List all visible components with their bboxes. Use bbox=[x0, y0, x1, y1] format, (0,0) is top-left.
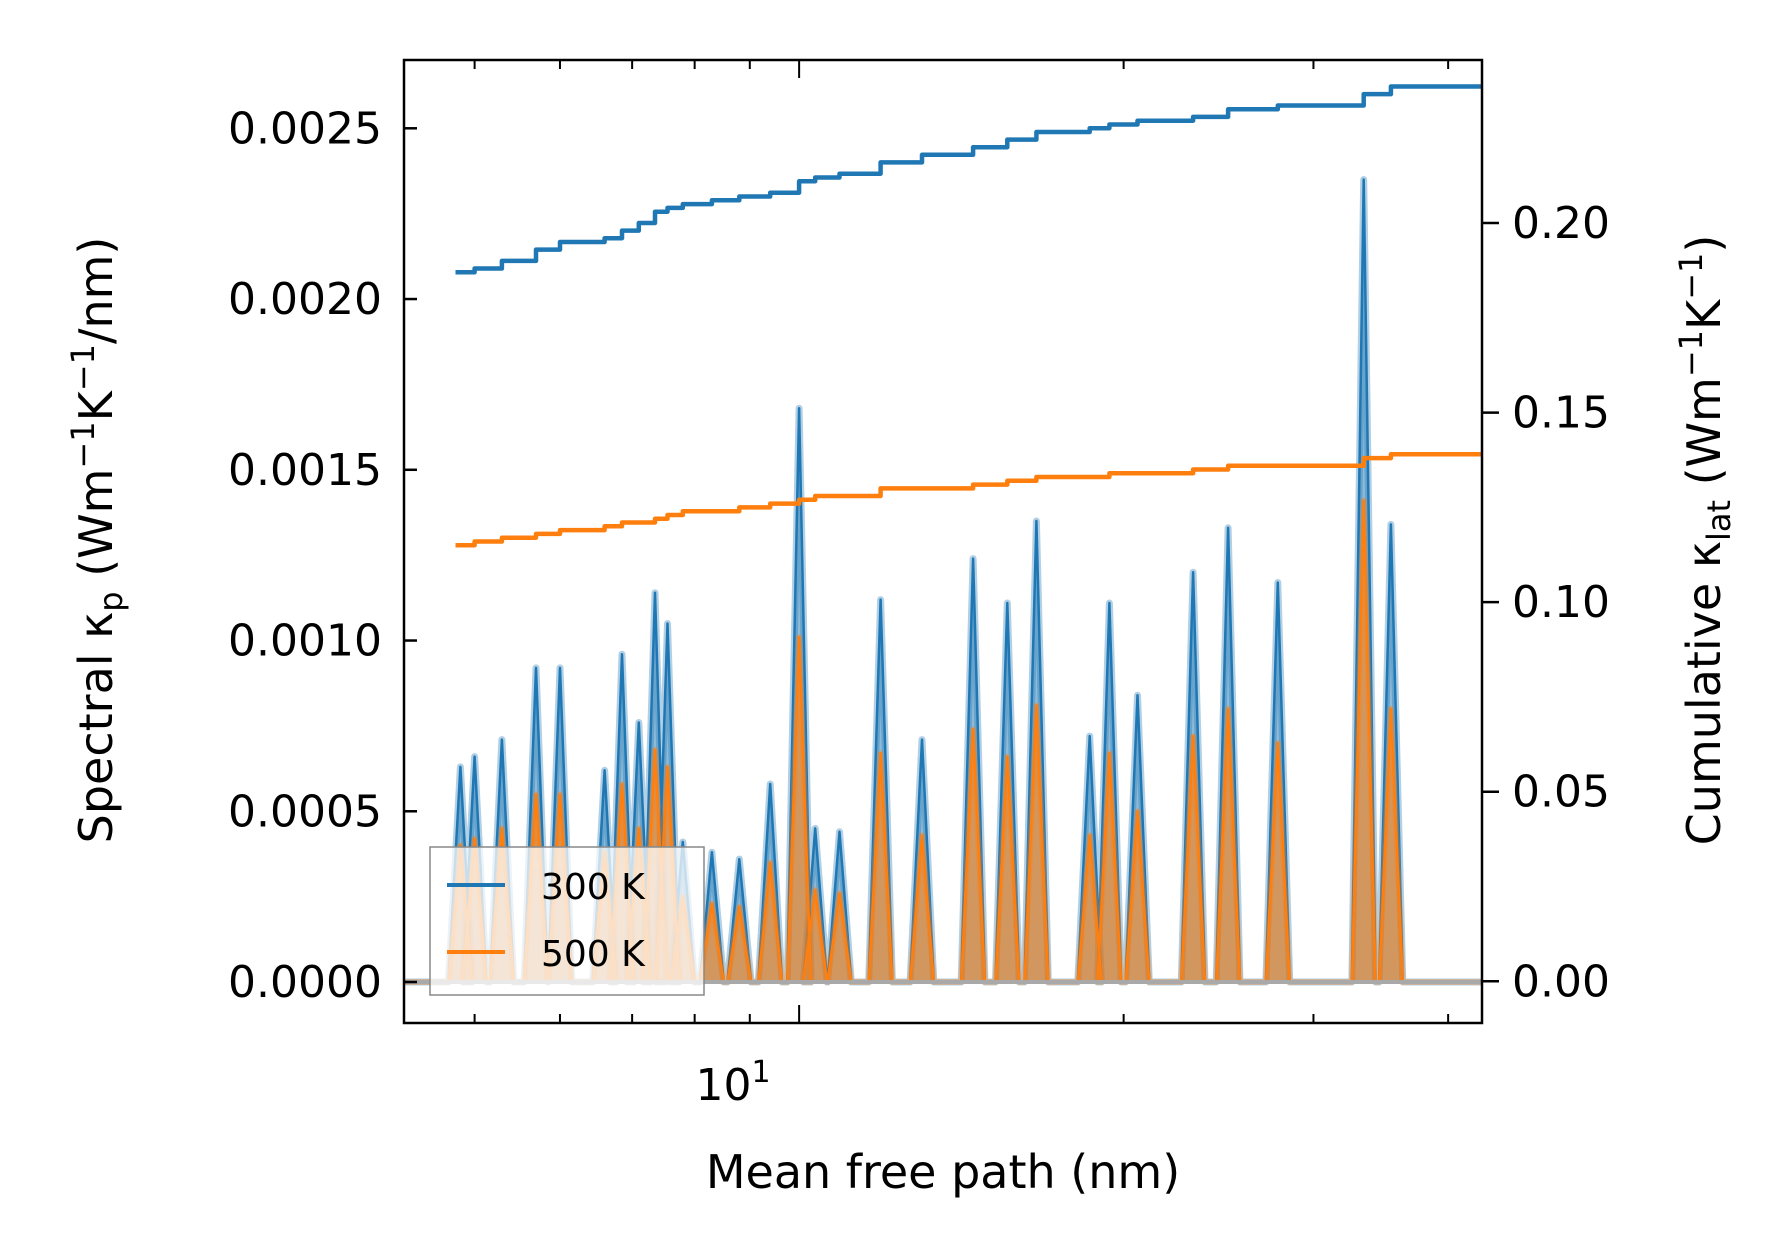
cumulative-line-300k bbox=[455, 84, 1482, 275]
cumulative-line-500k bbox=[455, 452, 1482, 548]
legend-label-300k: 300 K bbox=[541, 867, 646, 908]
spectral-line-300k bbox=[404, 178, 1482, 984]
legend: 300 K 500 K bbox=[429, 846, 705, 996]
x-axis-label: Mean free path (nm) bbox=[706, 1145, 1180, 1199]
y-right-axis-label: Cumulative κlat (Wm−1K−1) bbox=[1672, 235, 1738, 846]
y-left-tick-label: 0.0010 bbox=[228, 616, 382, 667]
y-left-tick-label: 0.0000 bbox=[228, 957, 382, 1008]
legend-box bbox=[429, 846, 705, 996]
y-left-tick-label: 0.0020 bbox=[228, 274, 382, 325]
y-right-tick-label: 0.00 bbox=[1512, 956, 1610, 1007]
y-right-tick-label: 0.15 bbox=[1512, 388, 1610, 439]
y-left-tick-label: 0.0015 bbox=[228, 445, 382, 496]
y-right-tick-label: 0.05 bbox=[1512, 767, 1610, 818]
y-left-axis-label: Spectral κp (Wm−1K−1/nm) bbox=[64, 237, 130, 844]
y-right-tick-label: 0.20 bbox=[1512, 198, 1610, 249]
plot-frame bbox=[402, 58, 1484, 1025]
x-tick-label-10: 101 bbox=[695, 1055, 770, 1111]
cumulative-layer bbox=[455, 84, 1482, 548]
y-left-tick-label: 0.0025 bbox=[228, 103, 382, 154]
y-right-tick-label: 0.10 bbox=[1512, 577, 1610, 628]
legend-label-500k: 500 K bbox=[541, 934, 646, 975]
ticks-layer: 0.0000 0.0005 0.0010 0.0015 0.0020 0.0025 0.00… bbox=[228, 60, 1610, 1023]
spectral-layer bbox=[404, 176, 1482, 986]
y-left-tick-label: 0.0005 bbox=[228, 786, 382, 837]
